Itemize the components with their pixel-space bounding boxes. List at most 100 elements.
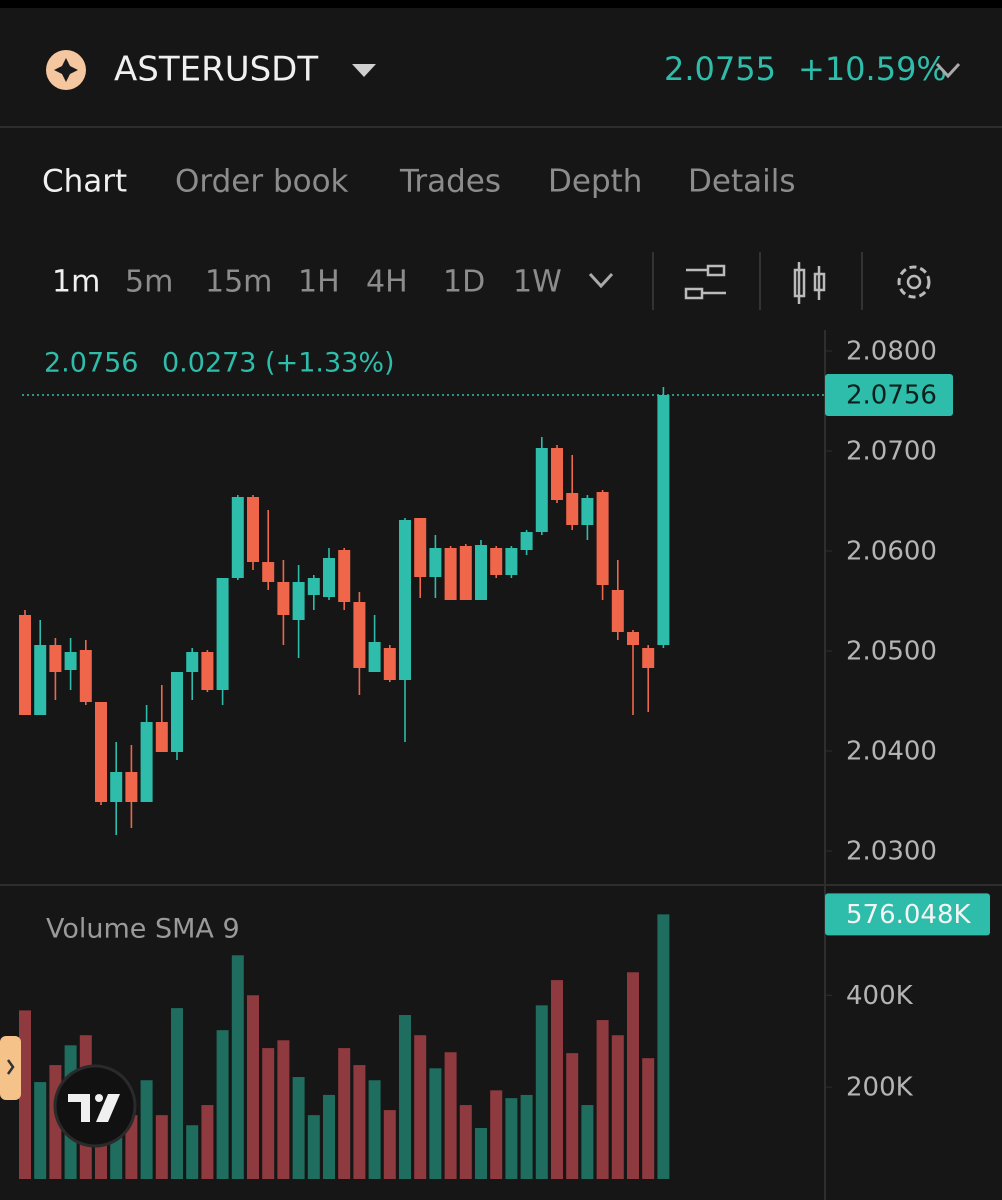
candle-body	[581, 498, 594, 525]
last-price-tag	[825, 374, 953, 416]
volume-bar	[627, 972, 639, 1179]
tv-logo-mark	[68, 1094, 120, 1122]
candle-body	[307, 578, 320, 595]
candle-body	[323, 558, 335, 597]
candle-body	[247, 497, 259, 562]
y-tick-label: 400K	[846, 981, 914, 1011]
interval[interactable]: 4H	[366, 265, 408, 300]
volume-bar	[642, 1058, 655, 1179]
indicator-icon[interactable]	[684, 264, 726, 300]
volume-bar	[657, 914, 670, 1179]
candle-body	[551, 448, 563, 500]
tv-logo[interactable]	[53, 1064, 137, 1148]
volume-bar	[216, 1030, 229, 1179]
y-tick-label: 2.0300	[846, 837, 937, 867]
candle-body	[368, 642, 381, 672]
candle-body	[566, 493, 579, 525]
volume-bar	[231, 955, 244, 1179]
candle-body	[535, 448, 548, 532]
volume-bar	[459, 1105, 472, 1179]
volume-bar	[338, 1048, 351, 1179]
y-tick-label: 2.0400	[846, 737, 937, 767]
settings-icon[interactable]	[897, 265, 931, 299]
candle-body	[520, 532, 533, 550]
candle-type-icon[interactable]	[793, 262, 826, 304]
candle-body	[444, 548, 457, 600]
status-strip	[0, 0, 1002, 8]
interval-chevron[interactable]	[588, 272, 614, 289]
candle-body	[596, 492, 609, 585]
y-tick-label: 2.0600	[846, 537, 937, 567]
volume-bar	[611, 1035, 624, 1179]
y-tick-label: 2.0700	[846, 437, 937, 467]
candle-body	[110, 772, 123, 802]
candle-body	[155, 722, 168, 752]
tab[interactable]: Depth	[548, 164, 642, 200]
candle-body	[383, 648, 396, 680]
volume-bar	[323, 1094, 335, 1179]
volume-bar	[186, 1125, 199, 1179]
coin-icon-star	[54, 58, 78, 82]
volume-bar	[414, 1035, 427, 1179]
candle-body	[429, 548, 442, 577]
candle-body	[353, 602, 366, 668]
volume-bar	[34, 1082, 47, 1179]
volume-bar	[596, 1020, 609, 1179]
candle-body	[125, 772, 138, 802]
tab[interactable]: Chart	[42, 164, 127, 200]
symbol[interactable]: ASTERUSDT	[114, 50, 318, 90]
candle-body	[216, 578, 229, 690]
candle-body	[140, 722, 153, 802]
interval[interactable]: 1m	[52, 265, 100, 300]
volume-bar	[201, 1105, 214, 1179]
candle-body	[19, 615, 31, 715]
candle-body	[277, 582, 290, 615]
last-price-tag-label: 2.0756	[846, 381, 937, 411]
interval[interactable]: 1D	[443, 265, 485, 300]
volume-bar	[399, 1015, 411, 1179]
candle-body	[475, 545, 487, 600]
volume-tag-label: 576.048K	[846, 900, 972, 930]
candle-body	[79, 650, 92, 702]
candle-body	[627, 632, 639, 645]
volume-title: Volume SMA 9	[46, 914, 240, 945]
volume-bar	[520, 1094, 533, 1179]
volume-bar	[140, 1080, 153, 1179]
tv-logo-dot	[95, 1094, 103, 1102]
volume-bar	[368, 1080, 381, 1179]
candle-body	[657, 395, 670, 645]
tab[interactable]: Order book	[175, 164, 349, 200]
candle-body	[64, 652, 77, 670]
tab[interactable]: Details	[688, 164, 795, 200]
volume-bar	[551, 980, 563, 1179]
candle-body	[292, 582, 305, 620]
volume-bar	[353, 1065, 366, 1179]
volume-bar	[277, 1040, 290, 1179]
candle-body	[414, 518, 427, 577]
candle-body	[490, 548, 503, 575]
y-tick-label: 2.0800	[846, 337, 937, 367]
volume-bar	[383, 1110, 396, 1179]
interval[interactable]: 5m	[125, 265, 173, 300]
interval[interactable]: 1W	[513, 265, 562, 300]
side-tab[interactable]	[0, 1036, 21, 1100]
price-change: +10.59%	[798, 50, 947, 88]
last-price: 2.0755	[664, 50, 776, 88]
candle-body	[262, 562, 275, 582]
side-tab-arrow[interactable]	[6, 1059, 15, 1075]
interval[interactable]: 15m	[205, 265, 272, 300]
symbol-caret[interactable]	[352, 64, 376, 77]
ticker-chevron[interactable]	[935, 62, 961, 79]
volume-bar	[581, 1105, 594, 1179]
candle-body	[505, 548, 518, 575]
candle-body	[49, 645, 62, 672]
candle-body	[642, 648, 655, 668]
interval[interactable]: 1H	[298, 265, 340, 300]
candle-body	[186, 652, 199, 672]
tab[interactable]: Trades	[399, 164, 501, 200]
candle-body	[231, 497, 244, 578]
volume-bar	[247, 995, 259, 1179]
y-tick-label: 2.0500	[846, 637, 937, 667]
legend-change: 0.0273 (+1.33%)	[162, 348, 395, 379]
